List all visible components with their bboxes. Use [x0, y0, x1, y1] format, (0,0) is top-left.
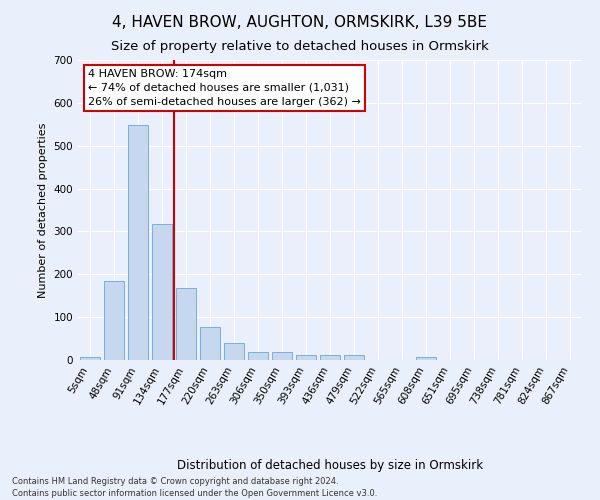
Text: 4, HAVEN BROW, AUGHTON, ORMSKIRK, L39 5BE: 4, HAVEN BROW, AUGHTON, ORMSKIRK, L39 5B… — [113, 15, 487, 30]
Y-axis label: Number of detached properties: Number of detached properties — [38, 122, 48, 298]
Bar — [320, 355, 340, 360]
Bar — [176, 288, 196, 360]
Bar — [152, 224, 172, 360]
Bar — [80, 356, 100, 360]
X-axis label: Distribution of detached houses by size in Ormskirk: Distribution of detached houses by size … — [177, 459, 483, 472]
Bar — [296, 355, 316, 360]
Text: Contains HM Land Registry data © Crown copyright and database right 2024.
Contai: Contains HM Land Registry data © Crown c… — [12, 476, 377, 498]
Bar — [272, 352, 292, 360]
Bar — [104, 280, 124, 360]
Bar — [344, 355, 364, 360]
Bar — [248, 352, 268, 360]
Bar — [416, 356, 436, 360]
Bar — [128, 125, 148, 360]
Bar — [200, 327, 220, 360]
Text: Size of property relative to detached houses in Ormskirk: Size of property relative to detached ho… — [111, 40, 489, 53]
Bar — [224, 343, 244, 360]
Text: 4 HAVEN BROW: 174sqm
← 74% of detached houses are smaller (1,031)
26% of semi-de: 4 HAVEN BROW: 174sqm ← 74% of detached h… — [88, 69, 361, 107]
